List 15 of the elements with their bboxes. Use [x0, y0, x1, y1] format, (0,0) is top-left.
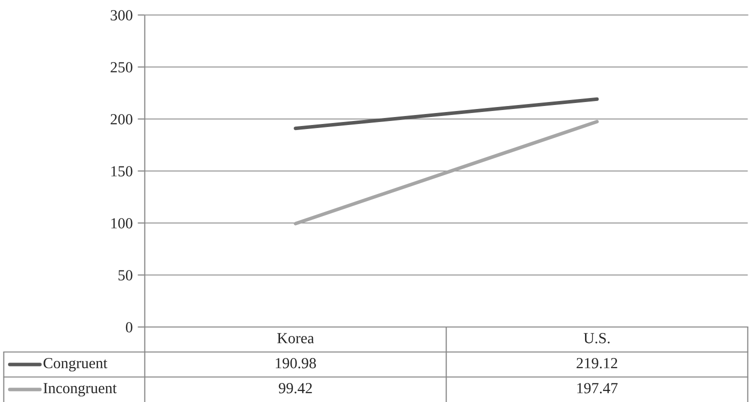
y-tick-label: 300: [110, 10, 132, 20]
x-tick-label: Korea: [277, 333, 314, 344]
y-tick-label: 200: [110, 114, 132, 124]
data-label: 197.47: [577, 383, 618, 394]
y-tick-label: 50: [118, 270, 132, 280]
data-label: 99.42: [278, 383, 312, 394]
y-tick-label: 150: [111, 166, 132, 176]
y-tick-label: 0: [126, 322, 132, 332]
data-label: 190.98: [276, 358, 316, 368]
data-label: 219.12: [576, 358, 618, 368]
y-tick-label: 100: [111, 218, 132, 228]
x-tick-label: U.S.: [584, 333, 610, 344]
legend-label: Congruent: [44, 358, 108, 372]
y-tick-label: 250: [110, 62, 132, 72]
legend-label: Incongruent: [43, 383, 117, 396]
